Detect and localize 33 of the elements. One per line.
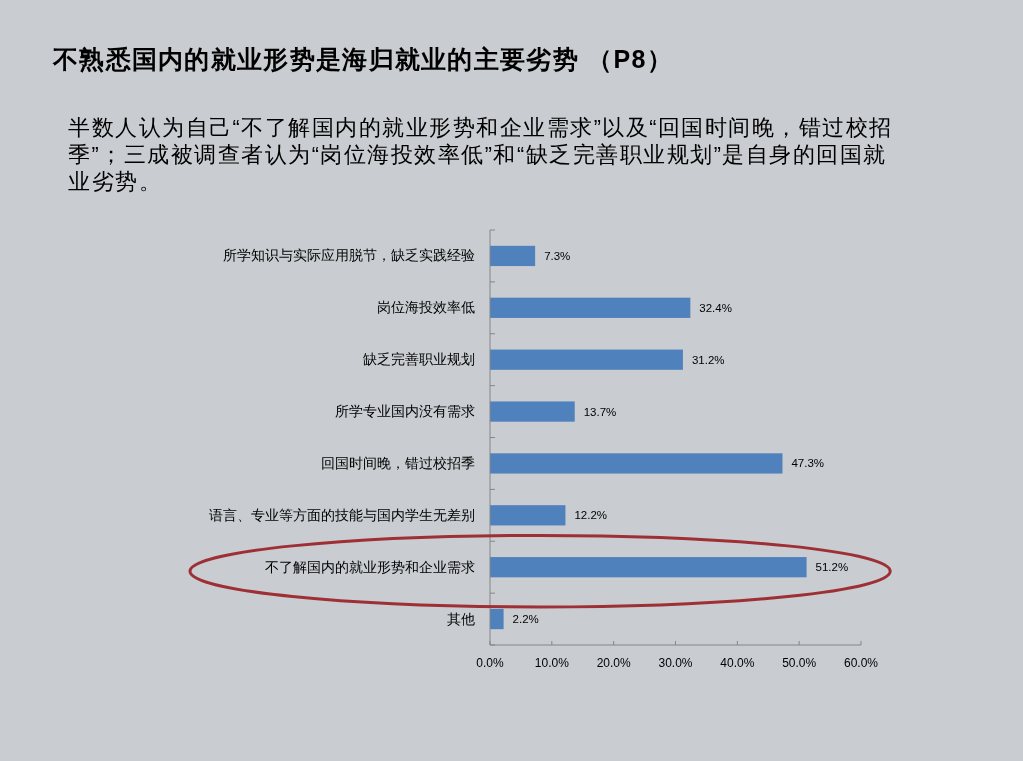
bar bbox=[490, 557, 807, 578]
y-tick-label: 所学知识与实际应用脱节，缺乏实践经验 bbox=[223, 248, 475, 264]
x-tick-label: 40.0% bbox=[720, 656, 755, 670]
data-label: 2.2% bbox=[512, 613, 539, 626]
y-tick-label: 不了解国内的就业形势和企业需求 bbox=[265, 559, 475, 575]
bar bbox=[490, 297, 691, 318]
data-label: 7.3% bbox=[544, 249, 571, 262]
x-tick-label: 50.0% bbox=[782, 656, 817, 670]
bar bbox=[490, 608, 504, 630]
x-tick-label: 60.0% bbox=[843, 656, 879, 670]
x-tick-label: 0.0% bbox=[476, 656, 504, 670]
data-label: 47.3% bbox=[791, 457, 825, 470]
bar bbox=[490, 245, 536, 267]
y-tick-label: 回国时间晚，错过校招季 bbox=[321, 455, 475, 471]
data-label: 32.4% bbox=[699, 301, 732, 314]
y-tick-label: 所学专业国内没有需求 bbox=[335, 404, 475, 420]
data-label: 31.2% bbox=[691, 353, 725, 366]
bar bbox=[490, 401, 575, 422]
data-label: 51.2% bbox=[815, 561, 849, 574]
data-label: 12.2% bbox=[574, 509, 608, 522]
bar bbox=[490, 349, 683, 370]
y-tick-label: 语言、专业等方面的技能与国内学生无差别 bbox=[209, 507, 475, 523]
chart-subtitle: 半数人认为自己“不了解国内的就业形势和企业需求”以及“回国时间晚，错过校招季”；三成被调查者认为“岗位海投效率低”和“缺乏完善职业规划”是自身的回国就业劣势。 bbox=[68, 115, 894, 196]
y-tick-label: 其他 bbox=[447, 611, 475, 627]
chart-title: 不熟悉国内的就业形势是海归就业的主要劣势 （P8） bbox=[53, 44, 674, 75]
y-tick-label: 缺乏完善职业规划 bbox=[363, 351, 475, 368]
x-tick-label: 10.0% bbox=[534, 656, 570, 670]
bar bbox=[490, 505, 566, 526]
y-tick-label: 岗位海投效率低 bbox=[377, 300, 475, 316]
x-tick-label: 20.0% bbox=[596, 656, 632, 670]
data-label: 13.7% bbox=[583, 405, 617, 418]
x-tick-label: 30.0% bbox=[658, 656, 693, 670]
bar bbox=[490, 453, 783, 474]
